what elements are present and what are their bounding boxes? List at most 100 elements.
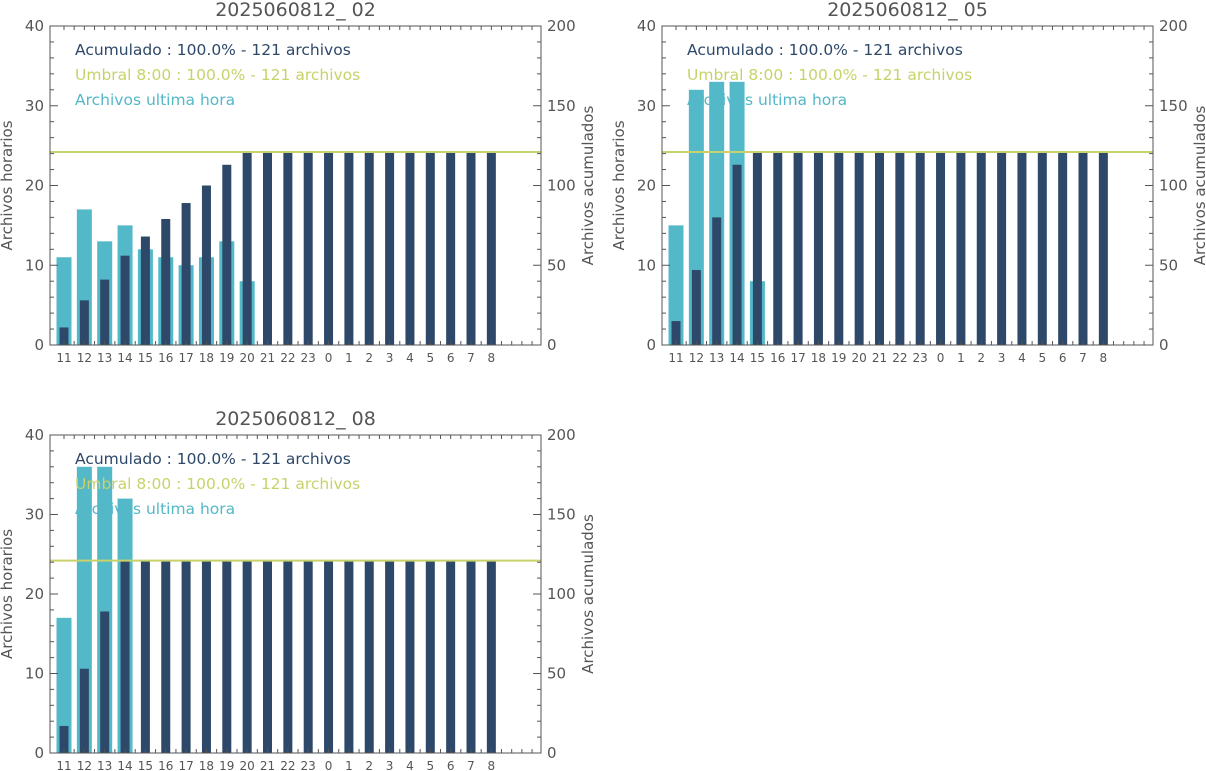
y-tick-label: 30 — [25, 97, 44, 115]
x-tick-label: 5 — [1038, 351, 1046, 365]
y2-tick-label: 150 — [547, 97, 576, 115]
y-axis-label: Archivos horarios — [0, 529, 16, 659]
x-tick-label: 4 — [1018, 351, 1026, 365]
x-tick-label: 23 — [913, 351, 928, 365]
x-tick-label: 6 — [447, 351, 455, 365]
legend-entry-hourly: Archivos ultima hora — [75, 91, 235, 109]
x-tick-label: 19 — [219, 759, 234, 771]
y2-tick-label: 0 — [547, 744, 557, 762]
x-tick-label: 13 — [709, 351, 724, 365]
x-tick-label: 5 — [426, 759, 434, 771]
x-tick-label: 22 — [892, 351, 907, 365]
y-tick-label: 20 — [25, 177, 44, 195]
legend-entry-hourly: Archivos ultima hora — [75, 500, 235, 518]
cumulative-bar — [466, 560, 476, 753]
x-tick-label: 14 — [117, 759, 132, 771]
y-tick-label: 0 — [34, 744, 44, 762]
cumulative-bar — [201, 185, 211, 345]
y2-tick-label: 0 — [547, 336, 557, 354]
cumulative-bar — [976, 152, 986, 345]
cumulative-bar — [324, 560, 334, 753]
cumulative-bar — [79, 668, 89, 753]
x-tick-label: 21 — [260, 759, 275, 771]
y-tick-label: 30 — [25, 506, 44, 524]
cumulative-bar — [100, 611, 110, 753]
cumulative-bar — [691, 270, 701, 345]
cumulative-bar — [303, 560, 313, 753]
cumulative-bar — [1037, 152, 1047, 345]
x-tick-label: 17 — [178, 759, 193, 771]
cumulative-bar — [732, 164, 742, 345]
x-tick-label: 4 — [406, 759, 414, 771]
cumulative-bar — [813, 152, 823, 345]
cumulative-bar — [120, 255, 130, 345]
cumulative-bar — [425, 152, 435, 345]
y2-tick-label: 200 — [547, 426, 576, 444]
cumulative-bar — [446, 152, 456, 345]
x-tick-label: 0 — [937, 351, 945, 365]
y-axis-label: Archivos horarios — [0, 120, 16, 250]
y-tick-label: 20 — [25, 585, 44, 603]
x-tick-label: 20 — [240, 759, 255, 771]
y2-tick-label: 0 — [1159, 336, 1169, 354]
x-tick-label: 8 — [488, 759, 496, 771]
y2-tick-label: 100 — [1159, 177, 1188, 195]
cumulative-bar — [263, 560, 272, 753]
chart-title: 2025060812_ 02 — [215, 0, 376, 21]
x-tick-label: 20 — [852, 351, 867, 365]
y-tick-label: 30 — [637, 97, 656, 115]
chart-title: 2025060812_ 08 — [215, 408, 376, 430]
y-tick-label: 10 — [25, 665, 44, 683]
cumulative-bar — [895, 152, 905, 345]
cumulative-bar — [486, 152, 496, 345]
cumulative-bar — [956, 152, 966, 345]
x-tick-label: 13 — [97, 351, 112, 365]
cumulative-bar — [181, 560, 191, 753]
cumulative-bar — [222, 164, 232, 345]
cumulative-bar — [120, 560, 130, 753]
x-tick-label: 18 — [199, 759, 214, 771]
x-tick-label: 17 — [790, 351, 805, 365]
x-tick-label: 1 — [957, 351, 965, 365]
x-tick-label: 18 — [199, 351, 214, 365]
x-tick-label: 7 — [467, 759, 475, 771]
y-tick-label: 40 — [25, 426, 44, 444]
cumulative-bar — [793, 152, 803, 345]
y-axis-label: Archivos horarios — [610, 120, 628, 250]
y2-tick-label: 50 — [547, 665, 566, 683]
legend-entry-threshold: Umbral 8:00 : 100.0% - 121 archivos — [75, 475, 360, 493]
cumulative-bar — [446, 560, 456, 753]
chart-title: 2025060812_ 05 — [827, 0, 988, 21]
x-tick-label: 11 — [668, 351, 683, 365]
y-tick-label: 10 — [25, 256, 44, 274]
x-tick-label: 8 — [1100, 351, 1108, 365]
legend-entry-threshold: Umbral 8:00 : 100.0% - 121 archivos — [687, 66, 972, 84]
cumulative-bar — [201, 560, 211, 753]
x-tick-label: 12 — [77, 759, 92, 771]
x-tick-label: 8 — [488, 351, 496, 365]
legend-entry-cumulative: Acumulado : 100.0% - 121 archivos — [75, 41, 351, 59]
cumulative-bar — [773, 152, 783, 345]
cumulative-bar — [875, 152, 884, 345]
y-tick-label: 20 — [637, 177, 656, 195]
x-tick-label: 3 — [998, 351, 1006, 365]
y2-tick-label: 100 — [547, 585, 576, 603]
x-tick-label: 21 — [872, 351, 887, 365]
cumulative-bar — [242, 152, 252, 345]
x-tick-label: 3 — [386, 351, 394, 365]
cumulative-bar — [181, 203, 191, 345]
x-tick-label: 22 — [280, 351, 295, 365]
cumulative-bar — [1098, 152, 1108, 345]
cumulative-bar — [834, 152, 844, 345]
cumulative-bar — [242, 560, 252, 753]
x-tick-label: 19 — [219, 351, 234, 365]
cumulative-bar — [59, 725, 69, 753]
cumulative-bar — [915, 152, 925, 345]
cumulative-bar — [671, 321, 681, 345]
cumulative-bar — [1078, 152, 1088, 345]
cumulative-bar — [385, 152, 395, 345]
y2-tick-label: 150 — [1159, 97, 1188, 115]
x-tick-label: 11 — [56, 351, 71, 365]
cumulative-bar — [466, 152, 476, 345]
